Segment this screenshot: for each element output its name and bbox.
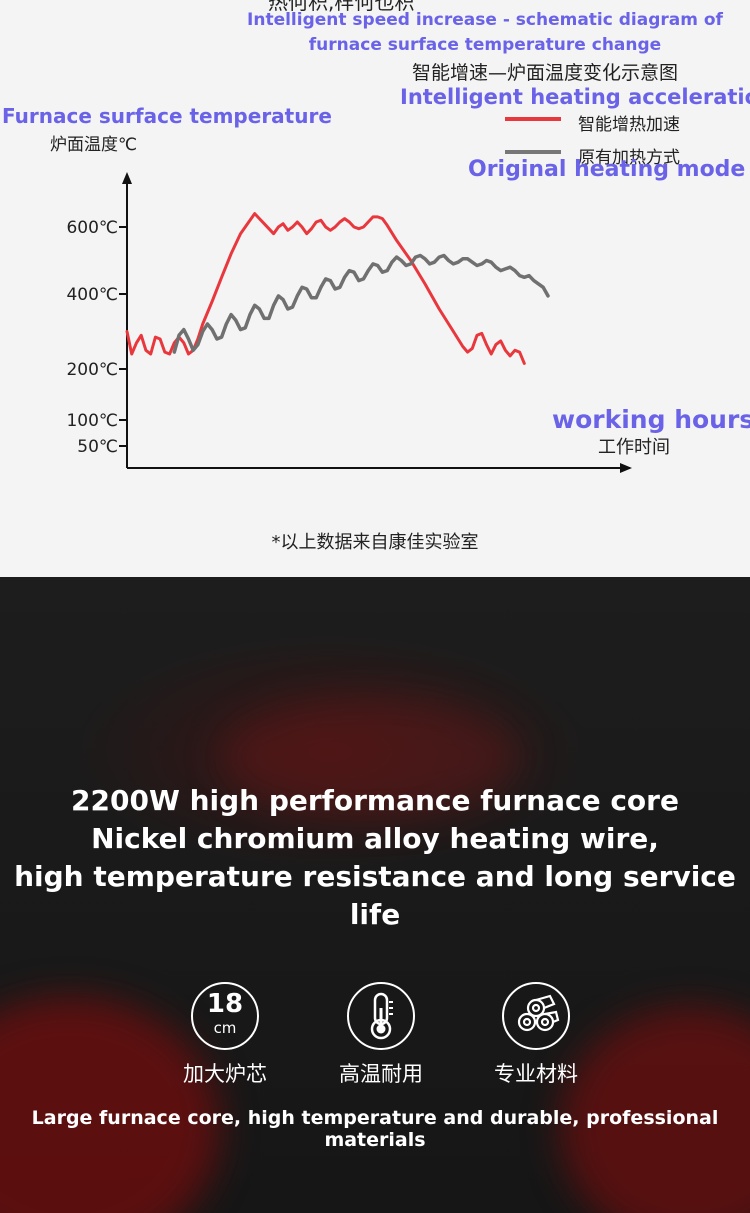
headline-line-2: Nickel chromium alloy heating wire,: [91, 822, 659, 855]
feature-large-core: 18 cm 加大炉芯: [145, 982, 305, 1088]
legend-red-label: 智能增热加速: [578, 115, 680, 135]
y-tick-label: 100℃: [66, 411, 118, 431]
headline-line-3: high temperature resistance and long ser…: [14, 860, 736, 931]
18cm-badge-icon: 18 cm: [191, 982, 259, 1050]
thermometer-icon: [347, 982, 415, 1050]
x-axis-label: 工作时间: [598, 437, 670, 458]
y-tick-label: 200℃: [66, 360, 118, 380]
badge-value: 18: [206, 989, 244, 1019]
material-rolls-icon: [502, 982, 570, 1050]
legend-gray-label-english: Original heating mode: [468, 157, 746, 182]
red-glow-top: [220, 697, 520, 817]
english-title-line-2: furnace surface temperature change: [308, 35, 662, 55]
badge-unit: cm: [213, 1019, 237, 1037]
y-ticks: 600℃ 400℃ 200℃ 100℃ 50℃: [66, 218, 127, 457]
feature-materials: 专业材料: [456, 982, 616, 1088]
chinese-title: 智能增速—炉面温度变化示意图: [411, 62, 678, 84]
x-axis-label-english: working hours: [552, 405, 750, 434]
legend-gray-swatch: [505, 150, 561, 154]
y-axis-label: 炉面温度℃: [50, 135, 138, 155]
y-tick-label: 50℃: [77, 437, 118, 457]
tagline: Large furnace core, high temperature and…: [31, 1107, 719, 1151]
feature-label: 专业材料: [494, 1062, 578, 1086]
y-axis-arrow: [122, 172, 132, 184]
headline-line-1: 2200W high performance furnace core: [71, 784, 679, 817]
chart-section: 热何积,样何也积 Intelligent speed increase - sc…: [0, 0, 750, 577]
cut-off-title: 热何积,样何也积: [268, 0, 415, 14]
headline: 2200W high performance furnace core Nick…: [0, 782, 750, 934]
series-line-intelligent: [125, 212, 526, 365]
legend-red-swatch: [505, 117, 561, 121]
feature-label: 高温耐用: [339, 1062, 423, 1086]
english-title-line-1: Intelligent speed increase - schematic d…: [247, 10, 723, 30]
chart-series: [125, 212, 550, 365]
temperature-chart: 600℃ 400℃ 200℃ 100℃ 50℃: [66, 172, 632, 473]
series-line-original: [172, 253, 550, 354]
y-axis-label-english: Furnace surface temperature: [2, 104, 332, 128]
x-axis-arrow: [620, 463, 632, 473]
y-tick-label: 400℃: [66, 285, 118, 305]
feature-label: 加大炉芯: [183, 1062, 267, 1086]
feature-high-temp: 高温耐用: [301, 982, 461, 1088]
y-tick-label: 600℃: [66, 218, 118, 238]
legend-red-label-english: Intelligent heating acceleration: [400, 85, 750, 109]
legend-gray-label: 原有加热方式: [578, 148, 680, 168]
footnote: *以上数据来自康佳实验室: [271, 532, 479, 553]
features-section: 2200W high performance furnace core Nick…: [0, 577, 750, 1213]
